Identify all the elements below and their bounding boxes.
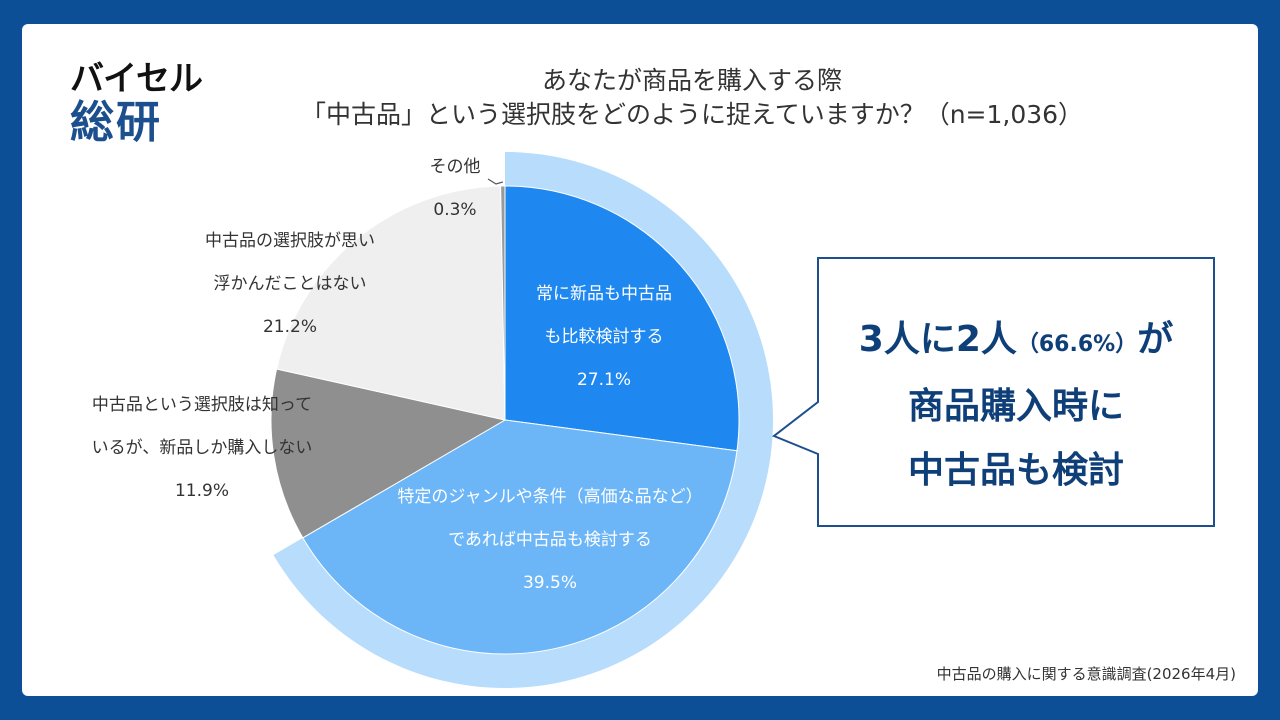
title-line-2: 「中古品」という選択肢をどのように捉えていますか？（n=1,036） [300,100,1084,129]
callout-line-3: 中古品も検討 [907,450,1124,491]
source-note: 中古品の購入に関する意識調査(2026年4月) [936,665,1236,683]
slice-category-label: その他 [430,157,481,177]
slice-value-label: 21.2% [263,317,317,337]
slice-value-label: 11.9% [175,481,229,501]
slice-category-label: であれば中古品も検討する [448,530,652,550]
logo-bottom-text: 総研 [70,97,162,148]
leader-line-other [487,178,503,185]
callout-box [772,257,1215,527]
slice-category-label: 常に新品も中古品 [536,284,672,304]
callout-lead: 3人に2人 [858,319,1017,360]
slice-category-label: も比較検討する [545,327,664,347]
title-line-1: あなたが商品を購入する際 [541,66,842,95]
pie-slice-4 [276,185,506,421]
logo: バイセル 総研 [70,60,210,148]
pie-slice-3 [270,368,507,539]
slide-frame: バイセル 総研 あなたが商品を購入する際 「中古品」という選択肢をどのように捉え… [22,24,1258,696]
callout-border [772,257,1215,527]
slice-label-5: その他 0.3% [430,157,481,220]
callout-line-2: 商品購入時に [907,386,1124,427]
pie-slice-5 [500,185,506,421]
slice-category-label: いるが、新品しか購入しない [92,438,313,458]
slice-category-label: 中古品という選択肢は知って [92,395,312,415]
slice-category-label: 特定のジャンルや条件（高価な品など） [397,487,702,507]
slice-value-label: 0.3% [433,200,476,220]
callout-particle: が [1137,319,1174,360]
slice-value-label: 27.1% [577,370,631,390]
chart-title: あなたが商品を購入する際 「中古品」という選択肢をどのように捉えていますか？（n… [252,64,1132,132]
callout-percent: （66.6%） [1016,332,1138,357]
callout-text: 3人に2人（66.6%）が 商品購入時に 中古品も検討 [818,310,1214,503]
callout-line-1: 3人に2人（66.6%）が [818,310,1214,375]
logo-top-text: バイセル [70,59,203,99]
slice-category-label: 中古品の選択肢が思い [205,231,375,251]
slice-label-2: 特定のジャンルや条件（高価な品など） であれば中古品も検討する 39.5% [397,487,702,593]
pie-slice-1 [504,185,740,452]
slice-category-label: 浮かんだことはない [214,274,367,294]
pie-slice-2 [302,419,738,655]
slice-value-label: 39.5% [523,573,577,593]
